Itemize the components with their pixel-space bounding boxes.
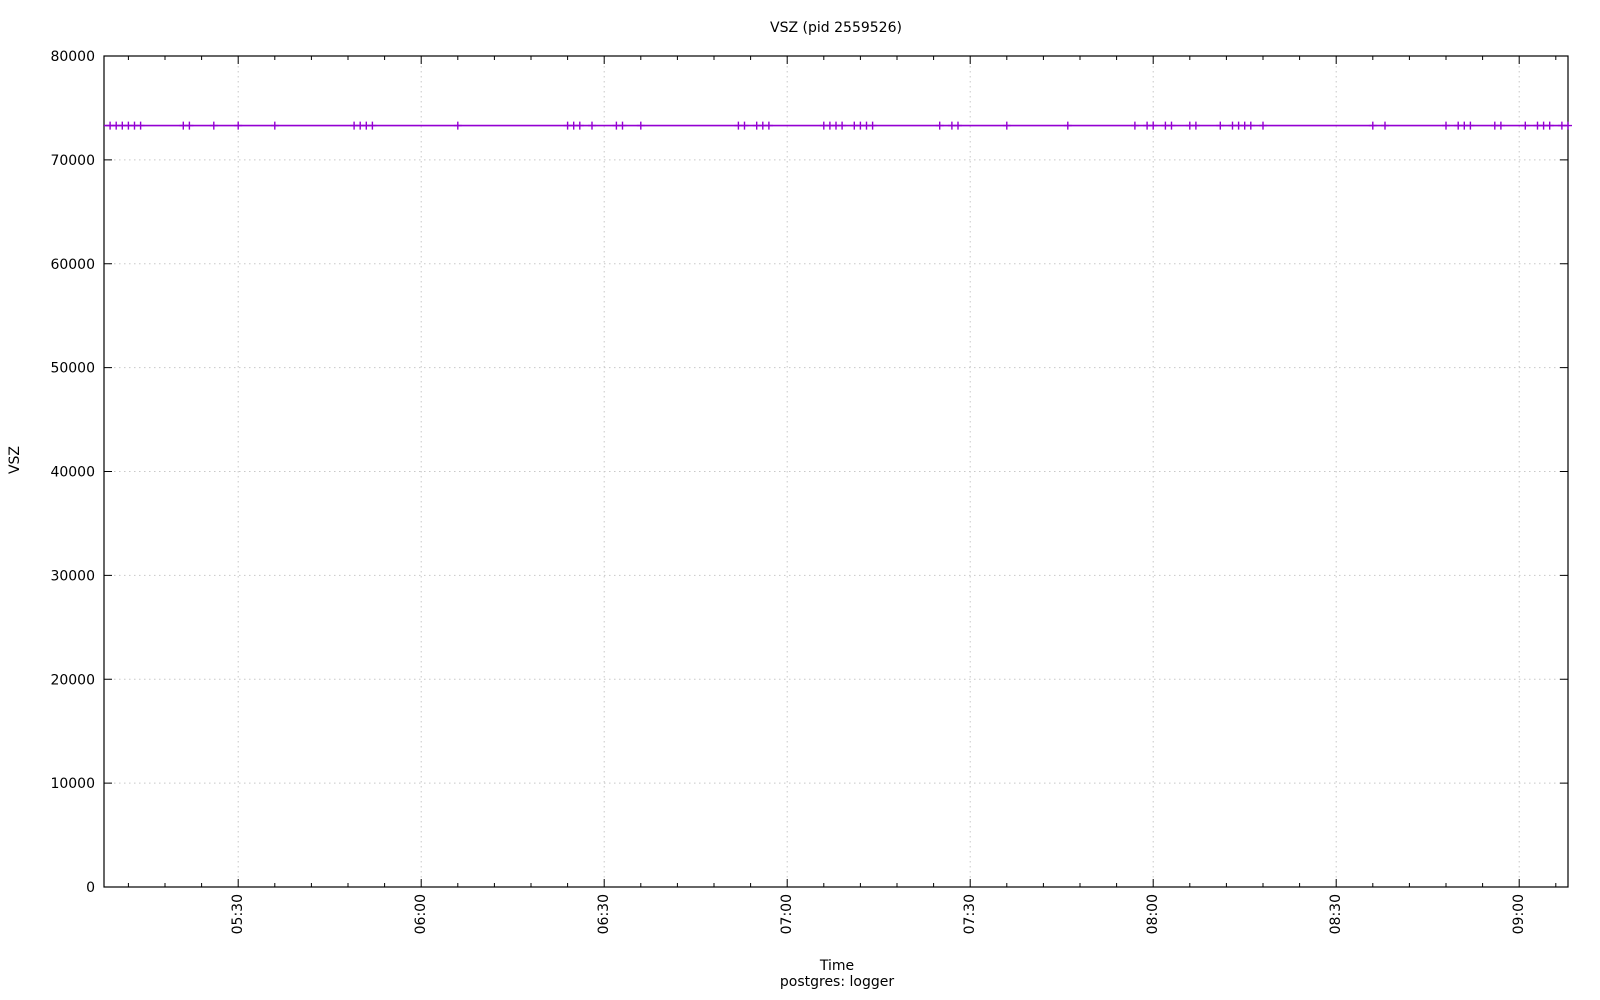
series-point-marker (764, 121, 773, 130)
series-point-marker (1130, 121, 1139, 130)
series-point-marker (185, 121, 194, 130)
series-point-marker (234, 121, 243, 130)
x-tick-label: 07:30 (962, 894, 978, 934)
series-point-marker (1063, 121, 1072, 130)
x-tick-label: 06:00 (413, 894, 429, 934)
series-point-marker (1167, 121, 1176, 130)
x-tick-label: 08:30 (1328, 894, 1344, 934)
series-point-marker (1466, 121, 1475, 130)
y-tick-label: 80000 (50, 49, 95, 65)
series-point-marker (270, 121, 279, 130)
series-point-marker (868, 121, 877, 130)
y-axis-title: VSZ (7, 445, 23, 475)
series-point-marker (1191, 121, 1200, 130)
y-tick-label: 60000 (50, 257, 95, 273)
y-tick-label: 50000 (50, 361, 95, 377)
series-point-marker (1496, 121, 1505, 130)
series-point-marker (1368, 121, 1377, 130)
y-tick-label: 10000 (50, 776, 95, 792)
series-point-marker (1149, 121, 1158, 130)
x-tick-label: 09:00 (1511, 894, 1527, 934)
series-point-marker (954, 121, 962, 130)
x-axis-title: Time (819, 958, 855, 974)
series-point-marker (136, 121, 145, 130)
series-point-marker (368, 121, 377, 130)
series-point-marker (1246, 121, 1255, 130)
series-point-marker (838, 121, 847, 130)
series-point-marker (1216, 121, 1225, 130)
series-point-marker (1564, 121, 1572, 130)
series-point-marker (1521, 121, 1530, 130)
series-point-marker (935, 121, 944, 130)
y-tick-label: 30000 (50, 568, 95, 584)
series-point-marker (1545, 121, 1554, 130)
x-tick-label: 07:00 (779, 894, 795, 934)
x-tick-label: 05:30 (230, 894, 246, 934)
series-point-marker (1381, 121, 1389, 130)
x-tick-label: 08:00 (1145, 894, 1161, 934)
series-point-marker (740, 121, 749, 130)
series-point-marker (453, 121, 462, 130)
y-tick-label: 20000 (50, 672, 95, 688)
x-tick-label: 06:30 (596, 894, 612, 934)
chart-title: VSZ (pid 2559526) (770, 20, 902, 36)
series-legend-label: postgres: logger (779, 974, 895, 990)
series-point-marker (588, 121, 596, 130)
series-point-marker (636, 121, 645, 130)
y-tick-label: 0 (86, 880, 95, 896)
y-tick-label: 40000 (50, 465, 95, 481)
y-tick-label: 70000 (50, 153, 95, 169)
series-point-marker (575, 121, 584, 130)
series-point-marker (1259, 121, 1267, 130)
series-point-marker (1442, 121, 1450, 130)
series-point-marker (618, 121, 627, 130)
plot-border (103, 55, 1569, 888)
series-point-marker (1002, 121, 1011, 130)
series-point-marker (209, 121, 218, 130)
